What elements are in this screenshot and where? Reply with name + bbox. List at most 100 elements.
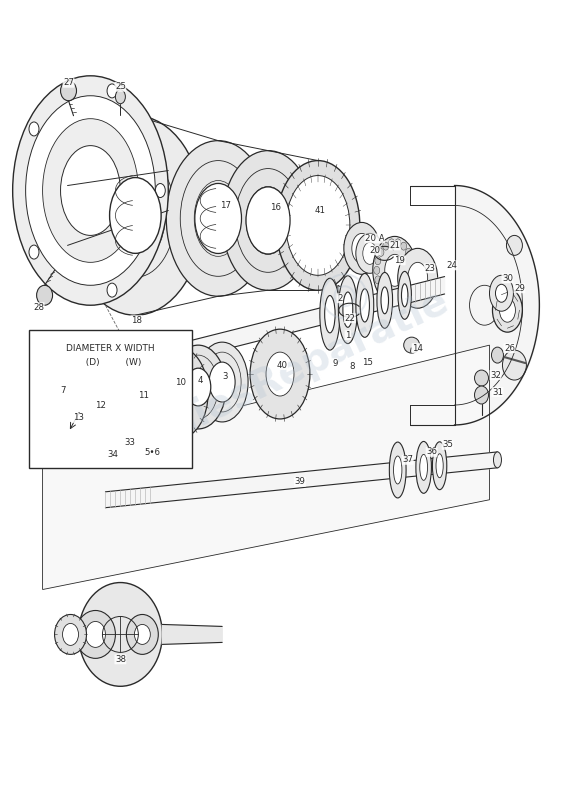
Text: 20 A: 20 A xyxy=(365,234,385,243)
Text: AddiesReparatie: AddiesReparatie xyxy=(110,282,455,470)
Ellipse shape xyxy=(63,623,79,646)
Ellipse shape xyxy=(394,456,402,484)
Ellipse shape xyxy=(408,257,415,265)
Ellipse shape xyxy=(416,442,432,494)
Ellipse shape xyxy=(502,350,527,380)
Text: 27: 27 xyxy=(63,78,74,87)
Ellipse shape xyxy=(406,248,411,256)
Text: 12: 12 xyxy=(95,402,106,410)
Polygon shape xyxy=(59,378,72,448)
Text: 21: 21 xyxy=(389,241,400,250)
Text: 8: 8 xyxy=(349,362,355,370)
Text: 15: 15 xyxy=(362,358,373,366)
Ellipse shape xyxy=(344,222,380,274)
Text: 26: 26 xyxy=(504,344,515,353)
Text: 33: 33 xyxy=(125,438,136,447)
Text: 17: 17 xyxy=(220,201,231,210)
Ellipse shape xyxy=(338,276,357,343)
Ellipse shape xyxy=(170,345,226,429)
Text: 31: 31 xyxy=(492,387,503,397)
Ellipse shape xyxy=(410,266,416,274)
Text: 14: 14 xyxy=(412,344,423,353)
Ellipse shape xyxy=(389,442,406,498)
Ellipse shape xyxy=(246,187,290,254)
Text: DIAMETER X WIDTH: DIAMETER X WIDTH xyxy=(66,344,155,353)
Ellipse shape xyxy=(166,141,270,296)
Ellipse shape xyxy=(375,276,381,284)
Text: 35: 35 xyxy=(442,440,453,450)
Text: 34: 34 xyxy=(107,450,118,459)
Text: 28: 28 xyxy=(33,302,44,312)
Ellipse shape xyxy=(195,183,241,254)
Ellipse shape xyxy=(149,347,208,439)
Ellipse shape xyxy=(378,248,384,256)
Ellipse shape xyxy=(374,266,380,274)
Ellipse shape xyxy=(79,582,162,686)
Ellipse shape xyxy=(134,625,150,644)
Ellipse shape xyxy=(408,276,415,284)
Ellipse shape xyxy=(383,242,389,250)
Ellipse shape xyxy=(506,235,523,255)
Text: 37: 37 xyxy=(402,455,413,464)
Ellipse shape xyxy=(60,146,120,235)
Ellipse shape xyxy=(395,239,401,247)
Ellipse shape xyxy=(356,234,384,274)
Ellipse shape xyxy=(395,294,401,302)
Bar xyxy=(29,330,192,468)
Text: 22: 22 xyxy=(344,314,355,322)
Text: 2: 2 xyxy=(337,294,342,302)
Ellipse shape xyxy=(363,242,377,264)
Ellipse shape xyxy=(493,452,502,468)
Ellipse shape xyxy=(55,614,86,654)
Text: 3: 3 xyxy=(223,371,228,381)
Ellipse shape xyxy=(475,386,489,404)
Ellipse shape xyxy=(93,404,107,426)
Ellipse shape xyxy=(320,278,340,350)
Text: 32: 32 xyxy=(490,370,501,379)
Text: 1: 1 xyxy=(345,330,351,340)
Ellipse shape xyxy=(68,116,203,315)
Ellipse shape xyxy=(496,284,507,302)
Ellipse shape xyxy=(106,440,119,456)
Ellipse shape xyxy=(209,362,235,402)
Ellipse shape xyxy=(276,161,360,290)
Ellipse shape xyxy=(222,150,314,290)
Text: 11: 11 xyxy=(138,390,149,399)
Ellipse shape xyxy=(107,84,117,98)
Text: 19: 19 xyxy=(394,256,405,265)
Ellipse shape xyxy=(406,284,411,292)
Ellipse shape xyxy=(42,118,138,262)
Ellipse shape xyxy=(398,248,438,308)
Ellipse shape xyxy=(489,275,514,311)
Text: 18: 18 xyxy=(131,316,142,325)
Ellipse shape xyxy=(432,442,447,490)
Ellipse shape xyxy=(86,395,115,435)
Ellipse shape xyxy=(398,271,411,319)
Ellipse shape xyxy=(356,274,373,338)
Ellipse shape xyxy=(389,239,394,247)
Ellipse shape xyxy=(385,254,405,286)
Text: 7: 7 xyxy=(61,386,66,394)
Text: 20: 20 xyxy=(370,246,380,255)
Text: 16: 16 xyxy=(270,203,280,212)
Ellipse shape xyxy=(286,175,350,275)
Text: 23: 23 xyxy=(424,264,435,273)
Polygon shape xyxy=(68,277,445,389)
Ellipse shape xyxy=(401,242,407,250)
Text: 30: 30 xyxy=(502,274,513,282)
Ellipse shape xyxy=(155,183,166,198)
Polygon shape xyxy=(338,286,355,315)
Ellipse shape xyxy=(378,284,384,292)
Ellipse shape xyxy=(76,418,85,432)
Ellipse shape xyxy=(166,374,190,412)
Ellipse shape xyxy=(420,454,428,480)
Ellipse shape xyxy=(436,454,443,478)
Text: 25: 25 xyxy=(115,82,126,91)
Text: 10: 10 xyxy=(175,378,186,386)
Polygon shape xyxy=(42,345,489,590)
Ellipse shape xyxy=(360,289,370,322)
Ellipse shape xyxy=(475,370,489,386)
Ellipse shape xyxy=(121,369,166,437)
Ellipse shape xyxy=(383,290,389,298)
Polygon shape xyxy=(162,625,222,644)
